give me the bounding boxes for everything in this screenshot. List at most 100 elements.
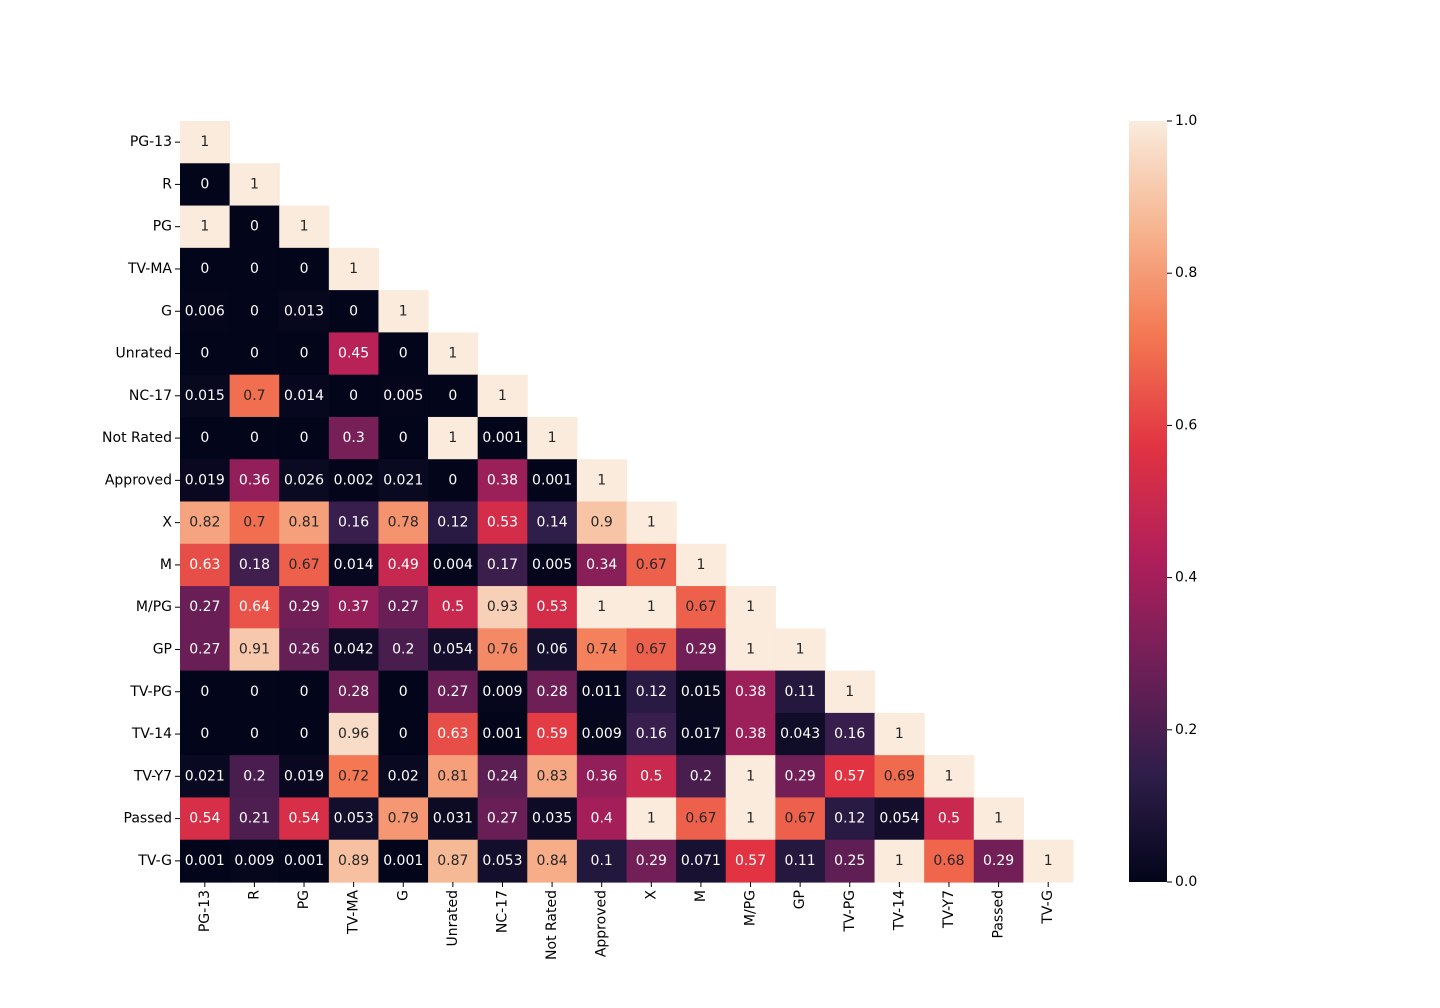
heatmap-cell — [229, 205, 280, 249]
cell-value-label: 1 — [200, 219, 209, 235]
cell-value-label: 0.38 — [487, 472, 518, 488]
cell-value-label: 1 — [349, 261, 358, 277]
y-tick-label: X — [162, 515, 172, 531]
cell-value-label: 0 — [200, 430, 209, 446]
cell-value-label: 0.014 — [334, 557, 374, 573]
cell-value-label: 0 — [200, 346, 209, 362]
x-tick-label: Not Rated — [544, 890, 560, 960]
cell-value-label: 1 — [200, 134, 209, 150]
heatmap-cell — [180, 839, 231, 883]
x-tick-label: TV-PG — [842, 890, 858, 933]
cell-value-label: 0.59 — [536, 726, 567, 742]
heatmap-cell — [378, 628, 429, 672]
heatmap-cell — [676, 586, 727, 629]
cell-value-label: 0.019 — [185, 472, 225, 488]
cell-value-label: 0.011 — [582, 684, 622, 700]
cell-value-label: 0.16 — [834, 726, 865, 742]
cell-value-label: 0.53 — [487, 515, 518, 531]
cell-value-label: 0.27 — [189, 599, 220, 615]
cell-value-label: 0.053 — [482, 853, 522, 869]
heatmap-cell — [824, 839, 876, 883]
heatmap-cell — [180, 374, 231, 418]
cell-value-label: 0 — [399, 430, 408, 446]
heatmap-cell — [378, 459, 429, 503]
y-tick-label: Not Rated — [102, 430, 172, 446]
heatmap-cell — [824, 755, 876, 799]
cell-value-label: 0.009 — [582, 726, 622, 742]
cell-value-label: 0.83 — [536, 768, 567, 784]
heatmap-cell — [279, 839, 330, 883]
cell-value-label: 0.12 — [834, 811, 865, 827]
heatmap-cell — [973, 797, 1024, 841]
heatmap-cell — [229, 797, 280, 841]
cell-value-label: 0 — [250, 219, 259, 235]
cell-value-label: 1 — [597, 472, 606, 488]
cell-value-label: 0.1 — [591, 853, 613, 869]
heatmap-cell — [824, 797, 876, 841]
heatmap-cell — [180, 416, 231, 460]
cell-value-label: 0.57 — [735, 853, 766, 869]
heatmap-cell — [378, 290, 429, 333]
y-tick-label: PG — [153, 219, 172, 235]
heatmap-cell — [328, 797, 380, 841]
heatmap-cell — [180, 163, 231, 207]
cell-value-label: 0.001 — [185, 853, 225, 869]
cell-value-label: 1 — [895, 726, 904, 742]
heatmap-cell — [279, 290, 330, 333]
cell-value-label: 0.071 — [681, 853, 721, 869]
heatmap-cell — [477, 755, 528, 799]
cell-value-label: 0.67 — [685, 811, 716, 827]
y-tick-label: Passed — [124, 811, 172, 827]
cell-value-label: 0 — [200, 726, 209, 742]
cell-value-label: 0.02 — [388, 768, 419, 784]
heatmap-cell — [180, 459, 231, 503]
cell-value-label: 0 — [250, 430, 259, 446]
heatmap-cell — [180, 290, 231, 333]
cell-value-label: 1 — [895, 853, 904, 869]
heatmap-cell — [279, 670, 330, 714]
cell-value-label: 0.67 — [685, 599, 716, 615]
cell-value-label: 1 — [548, 430, 557, 446]
cell-value-label: 0.16 — [636, 726, 667, 742]
heatmap-cell — [1023, 839, 1074, 883]
cell-value-label: 0.28 — [536, 684, 567, 700]
heatmap-cell — [775, 755, 826, 799]
heatmap-cell — [477, 712, 528, 756]
heatmap-cell — [924, 839, 975, 883]
heatmap-cell — [428, 712, 479, 756]
cell-value-label: 0.45 — [338, 346, 369, 362]
cell-value-label: 0.043 — [780, 726, 820, 742]
heatmap-cell — [676, 670, 727, 714]
heatmap-cell — [229, 839, 280, 883]
cell-value-label: 0.36 — [239, 472, 270, 488]
y-tick-label: Unrated — [116, 346, 172, 362]
cell-value-label: 0 — [349, 388, 358, 404]
cell-value-label: 1 — [448, 430, 457, 446]
heatmap-cell — [229, 586, 280, 629]
heatmap-cell — [328, 543, 380, 587]
cell-value-label: 0.69 — [884, 768, 915, 784]
heatmap-cell — [328, 416, 380, 460]
heatmap-cell — [725, 839, 776, 883]
heatmap-cell — [229, 459, 280, 503]
cell-value-label: 0.91 — [239, 641, 270, 657]
cell-value-label: 0.16 — [338, 515, 369, 531]
cell-value-label: 0.27 — [388, 599, 419, 615]
cell-value-label: 0.72 — [338, 768, 369, 784]
heatmap-cell — [428, 332, 479, 376]
colorbar-tick-label: 0.8 — [1175, 265, 1197, 281]
cell-value-label: 0.67 — [636, 557, 667, 573]
cell-value-label: 0 — [250, 726, 259, 742]
heatmap-cell — [626, 501, 677, 545]
cell-value-label: 1 — [399, 303, 408, 319]
heatmap-cell — [576, 712, 628, 756]
cell-value-label: 0 — [200, 261, 209, 277]
heatmap-cell — [378, 416, 429, 460]
cell-value-label: 1 — [945, 768, 954, 784]
x-tick-label: G — [395, 890, 411, 901]
heatmap-cell — [328, 586, 380, 629]
cell-value-label: 0 — [300, 261, 309, 277]
cell-value-label: 0 — [250, 261, 259, 277]
heatmap-cell — [576, 628, 628, 672]
cell-value-label: 1 — [746, 599, 755, 615]
